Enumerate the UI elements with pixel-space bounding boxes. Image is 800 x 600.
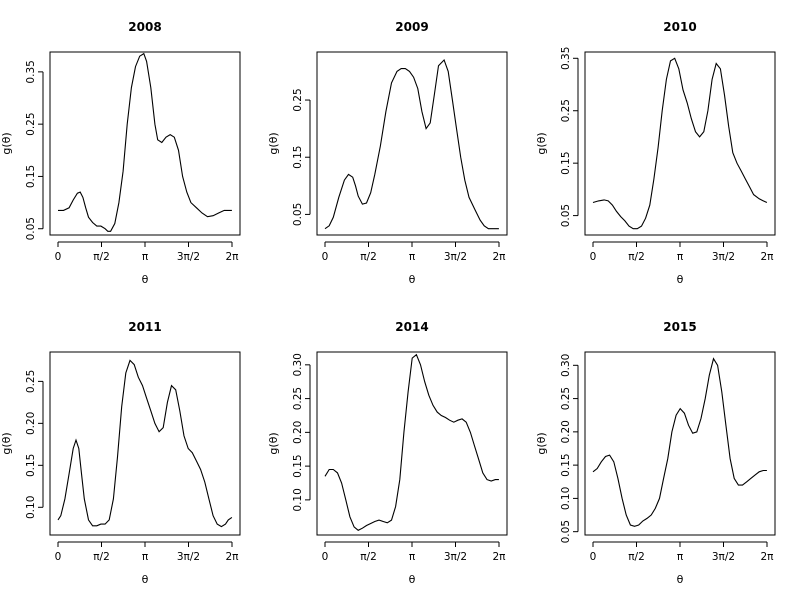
x-tick-label: 0: [322, 251, 329, 263]
y-tick-label: 0.35: [560, 47, 572, 70]
x-tick-label: 0: [55, 251, 62, 263]
x-tick-label: 0: [322, 551, 329, 563]
y-axis-label: g(θ): [0, 132, 13, 154]
density-curve: [592, 57, 768, 230]
x-tick-label: π: [142, 251, 149, 263]
panel-title: 2011: [128, 320, 161, 334]
panel-2011: 2011 0 π/2 π 3π/2 2π 0.10 0.15 0.20 0.25 θ g(θ): [0, 320, 241, 586]
x-tick-label: π: [409, 551, 416, 563]
y-tick-label: 0.10: [560, 487, 572, 510]
panel-title: 2008: [128, 20, 161, 34]
y-tick-label: 0.05: [292, 203, 304, 226]
panel-2015: 2015 0 π/2 π 3π/2 2π 0.05 0.10 0.15 0.20 0.25 0.30 θ…: [535, 320, 776, 586]
y-tick-label: 0.10: [25, 496, 37, 519]
y-tick-label: 0.20: [292, 421, 304, 444]
panel-title: 2009: [395, 20, 428, 34]
x-tick-label: 2π: [760, 251, 774, 263]
x-tick-label: 3π/2: [712, 551, 735, 563]
y-tick-label: 0.25: [25, 370, 37, 393]
x-tick-label: 3π/2: [444, 551, 467, 563]
x-axis-label: θ: [677, 573, 684, 586]
y-tick-label: 0.05: [560, 204, 572, 227]
x-tick-label: π/2: [628, 551, 645, 563]
x-tick-label: π: [142, 551, 149, 563]
y-tick-label: 0.15: [25, 454, 37, 477]
x-tick-label: 2π: [492, 551, 506, 563]
x-tick-label: π/2: [93, 551, 110, 563]
panel-title: 2015: [663, 320, 696, 334]
x-tick-label: 2π: [760, 551, 774, 563]
x-tick-label: 3π/2: [444, 251, 467, 263]
y-axis-label: g(θ): [535, 432, 548, 454]
panel-2008: 2008 0 π/2 π 3π/2 2π 0.05 0.15 0.25 0.35 θ g(θ): [0, 20, 241, 286]
y-tick-label: 0.25: [560, 99, 572, 122]
y-axis-label: g(θ): [535, 132, 548, 154]
panel-title: 2010: [663, 20, 696, 34]
x-tick-label: 3π/2: [177, 551, 200, 563]
y-tick-label: 0.30: [292, 353, 304, 376]
x-tick-label: π/2: [360, 251, 377, 263]
y-axis-label: g(θ): [267, 432, 280, 454]
plot-frame: [49, 351, 241, 536]
density-curve: [324, 58, 499, 230]
density-curve: [324, 353, 499, 531]
y-tick-label: 0.05: [560, 520, 572, 543]
x-tick-label: 0: [55, 551, 62, 563]
plot-frame: [584, 51, 776, 236]
x-axis-label: θ: [409, 273, 416, 286]
x-tick-label: 3π/2: [177, 251, 200, 263]
y-tick-label: 0.15: [560, 151, 572, 174]
x-axis-label: θ: [142, 273, 149, 286]
x-tick-label: π: [677, 251, 684, 263]
y-tick-label: 0.05: [25, 217, 37, 240]
y-axis-label: g(θ): [0, 432, 13, 454]
y-tick-label: 0.15: [25, 165, 37, 188]
y-tick-label: 0.15: [292, 146, 304, 169]
density-curve: [57, 359, 233, 528]
x-axis-label: θ: [409, 573, 416, 586]
y-tick-label: 0.25: [560, 387, 572, 410]
y-tick-label: 0.30: [560, 354, 572, 377]
x-tick-label: π/2: [93, 251, 110, 263]
panel-2014: 2014 0 π/2 π 3π/2 2π 0.10 0.15 0.20 0.25 0.30 θ g(θ): [267, 320, 508, 586]
x-tick-label: π: [409, 251, 416, 263]
x-axis-label: θ: [677, 273, 684, 286]
x-tick-label: 2π: [225, 551, 239, 563]
plot-frame: [316, 351, 508, 536]
density-curve: [58, 52, 232, 232]
y-tick-label: 0.10: [292, 488, 304, 511]
y-tick-label: 0.25: [25, 112, 37, 135]
y-tick-label: 0.15: [292, 454, 304, 477]
x-tick-label: 2π: [492, 251, 506, 263]
x-tick-label: π: [677, 551, 684, 563]
x-tick-label: π/2: [360, 551, 377, 563]
x-tick-label: 0: [590, 251, 597, 263]
x-axis-label: θ: [142, 573, 149, 586]
plot-frame: [49, 51, 241, 236]
x-tick-label: π/2: [628, 251, 645, 263]
plot-frame: [316, 51, 508, 236]
density-curve: [592, 357, 767, 527]
x-tick-label: 3π/2: [712, 251, 735, 263]
y-axis-label: g(θ): [267, 132, 280, 154]
y-tick-label: 0.25: [292, 88, 304, 111]
y-tick-label: 0.20: [560, 420, 572, 443]
y-tick-label: 0.15: [560, 453, 572, 476]
x-tick-label: 2π: [225, 251, 239, 263]
y-tick-label: 0.25: [292, 387, 304, 410]
panel-2010: 2010 0 π/2 π 3π/2 2π 0.05 0.15 0.25 0.35 θ g(θ): [535, 20, 776, 286]
panel-title: 2014: [395, 320, 428, 334]
plot-frame: [584, 351, 776, 536]
y-tick-label: 0.35: [25, 60, 37, 83]
x-tick-label: 0: [590, 551, 597, 563]
panel-2009: 2009 0 π/2 π 3π/2 2π 0.05 0.15 0.25 θ g(θ): [267, 20, 508, 286]
y-tick-label: 0.20: [25, 412, 37, 435]
